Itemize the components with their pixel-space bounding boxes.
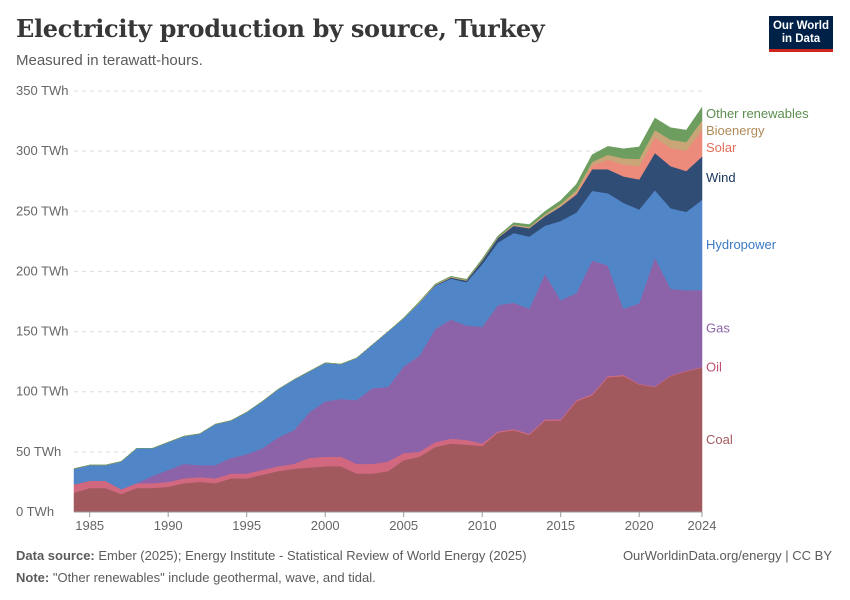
data-source-text: Ember (2025); Energy Institute - Statist… [98, 548, 527, 563]
y-tick-label: 350 TWh [16, 83, 69, 98]
logo-line-2: in Data [781, 32, 821, 45]
legend-bioenergy[interactable]: Bioenergy [706, 123, 765, 138]
footer-link[interactable]: OurWorldinData.org/energy | CC BY [622, 548, 832, 563]
x-tick-label: 2005 [389, 518, 418, 533]
axes: 0 TWh 50 TWh 100 TWh 150 TWh 200 TWh 250 TWh 3… [16, 83, 716, 533]
x-tick-label: 1995 [232, 518, 261, 533]
owid-logo[interactable]: Our World in Data [769, 16, 833, 52]
x-tick-label: 2010 [468, 518, 497, 533]
area-other-renewables[interactable] [73, 106, 703, 469]
y-tick-label: 0 TWh [16, 504, 54, 519]
legend-hydropower[interactable]: Hydropower [706, 237, 777, 252]
note-text: "Other renewables" include geothermal, w… [52, 570, 376, 585]
y-tick-label: 150 TWh [16, 324, 69, 339]
legend: Coal Oil Gas Hydropower Wind Solar Bioenergy Ot… [706, 106, 809, 447]
area-chart: 0 TWh 50 TWh 100 TWh 150 TWh 200 TWh 250 TWh 3… [16, 83, 809, 533]
chart-note: Note: "Other renewables" include geother… [16, 570, 376, 585]
chart-title: Electricity production by source, Turkey [16, 14, 545, 43]
x-tick-label: 1985 [75, 518, 104, 533]
y-tick-label: 200 TWh [16, 263, 69, 278]
y-tick-label: 250 TWh [16, 203, 69, 218]
chart-subtitle: Measured in terawatt-hours. [16, 52, 203, 69]
legend-oil[interactable]: Oil [706, 359, 722, 374]
legend-wind[interactable]: Wind [706, 170, 736, 185]
data-source: Data source: Ember (2025); Energy Instit… [16, 548, 527, 563]
area-series [73, 106, 703, 513]
x-tick-label: 2000 [311, 518, 340, 533]
logo-line-1: Our World [772, 19, 829, 32]
legend-coal[interactable]: Coal [706, 432, 733, 447]
legend-other-renewables[interactable]: Other renewables [706, 106, 809, 121]
data-source-label: Data source: [16, 548, 95, 563]
x-tick-label: 2024 [688, 518, 717, 533]
legend-solar[interactable]: Solar [706, 140, 737, 155]
legend-gas[interactable]: Gas [706, 321, 730, 336]
note-label: Note: [16, 570, 50, 585]
y-tick-label: 300 TWh [16, 143, 69, 158]
x-tick-label: 2015 [546, 518, 575, 533]
x-tick-label: 2020 [625, 518, 654, 533]
y-tick-label: 100 TWh [16, 384, 69, 399]
y-tick-label: 50 TWh [16, 444, 61, 459]
x-tick-label: 1990 [154, 518, 183, 533]
